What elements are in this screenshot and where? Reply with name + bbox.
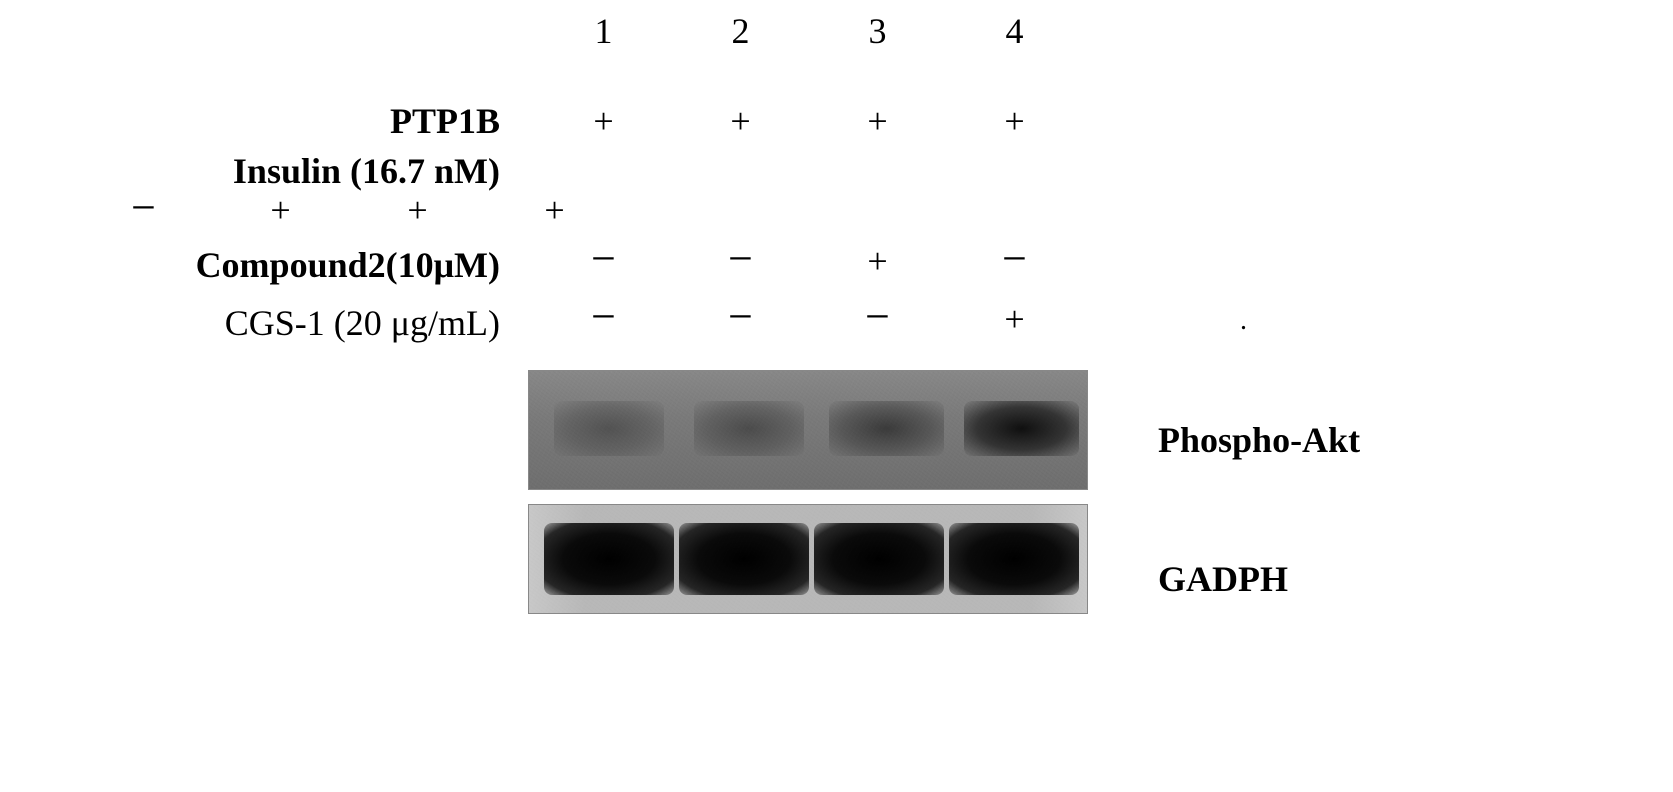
mark: + <box>809 243 946 287</box>
condition-marks: − − − + <box>535 301 1083 345</box>
blots-area: Phospho-Akt GADPH <box>528 370 1610 614</box>
mark: − <box>672 295 809 339</box>
western-blot-figure: 1 2 3 4 PTP1B + + + + Insulin (16.7 nM) … <box>60 10 1610 614</box>
mark: + <box>212 192 349 236</box>
gadph-blot <box>528 504 1088 614</box>
condition-row: PTP1B + + + + <box>60 92 1610 150</box>
mark: − <box>535 295 672 339</box>
phospho-akt-blot <box>528 370 1088 490</box>
mark: − <box>75 186 212 230</box>
condition-label: PTP1B <box>60 100 520 142</box>
blot-band <box>679 523 809 595</box>
blot-labels-column: Phospho-Akt GADPH <box>1158 370 1360 614</box>
condition-row: Insulin (16.7 nM) − + + + <box>60 150 1610 236</box>
mark: − <box>535 237 672 281</box>
blot-band <box>814 523 944 595</box>
lane-numbers-row: 1 2 3 4 <box>535 10 1610 52</box>
mark: − <box>672 237 809 281</box>
lane-number: 1 <box>535 10 672 52</box>
blot-band <box>964 401 1079 456</box>
mark: + <box>535 103 672 139</box>
condition-row: CGS-1 (20 μg/mL) − − − + <box>60 294 1610 352</box>
blot-band <box>694 401 804 456</box>
blot-band <box>544 523 674 595</box>
condition-marks: − + + + <box>75 192 1610 236</box>
condition-label: Compound2(10μM) <box>60 244 520 286</box>
condition-marks: − − + − <box>535 243 1083 287</box>
condition-row: Compound2(10μM) − − + − <box>60 236 1610 294</box>
blot-band <box>829 401 944 456</box>
mark: + <box>946 103 1083 139</box>
lane-number: 2 <box>672 10 809 52</box>
mark: + <box>349 192 486 236</box>
blots-column <box>528 370 1088 614</box>
condition-label: CGS-1 (20 μg/mL) <box>60 302 520 344</box>
lane-number: 3 <box>809 10 946 52</box>
mark: + <box>486 192 623 236</box>
mark: + <box>809 103 946 139</box>
blot-band <box>949 523 1079 595</box>
mark: + <box>672 103 809 139</box>
phospho-akt-label: Phospho-Akt <box>1158 419 1360 461</box>
mark: − <box>809 295 946 339</box>
mark: − <box>946 237 1083 281</box>
mark: + <box>946 301 1083 345</box>
blot-band <box>554 401 664 456</box>
stray-dot: . <box>1240 305 1247 337</box>
condition-marks: + + + + <box>535 103 1083 139</box>
lane-number: 4 <box>946 10 1083 52</box>
gadph-label: GADPH <box>1158 558 1360 600</box>
